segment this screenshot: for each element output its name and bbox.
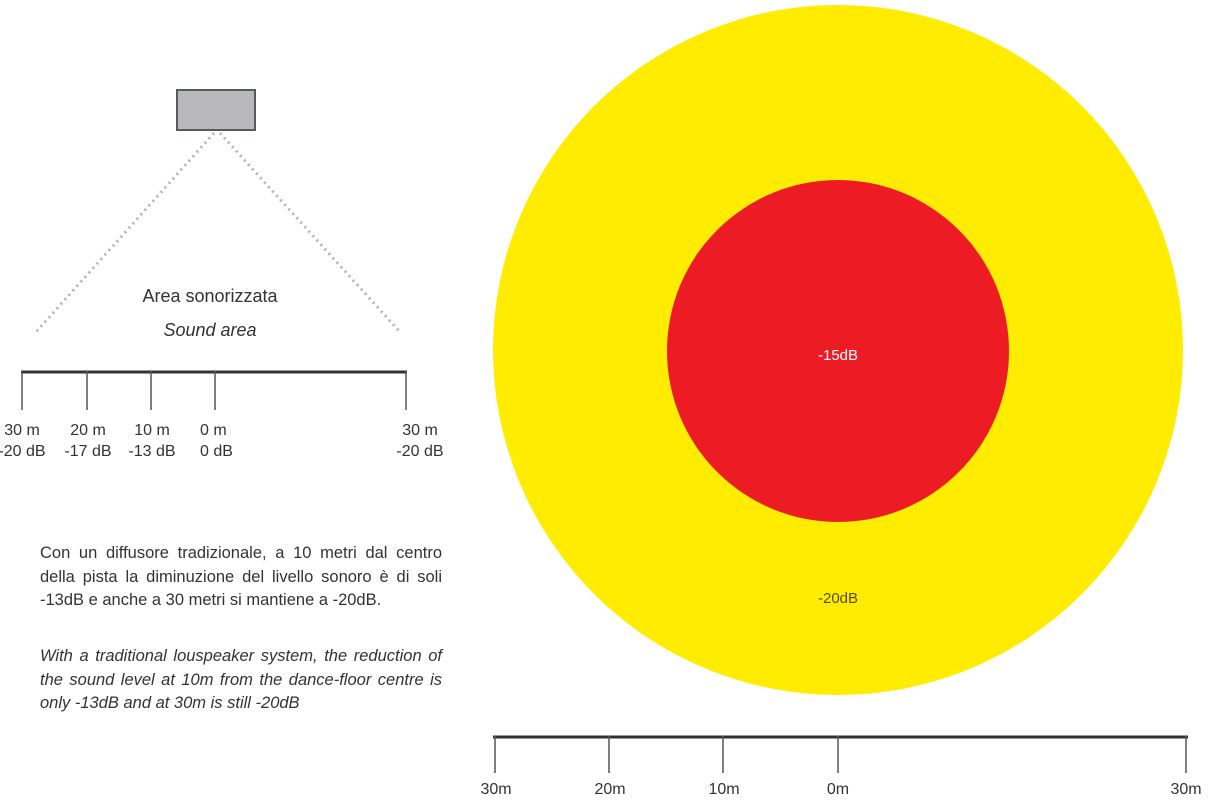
right-scale-label: 20m <box>594 781 626 798</box>
outer-zone-label: -20dB <box>817 590 859 607</box>
distance-label: 20 m <box>70 422 106 439</box>
loudspeaker-icon <box>176 89 256 131</box>
right-scale-label: 10m <box>708 781 740 798</box>
level-label: 0 dB <box>200 443 233 460</box>
area-label-it: Area sonorizzata <box>142 286 278 306</box>
left-scale-label: 10 m -13 dB <box>122 420 182 462</box>
description-it: Con un diffusore tradizionale, a 10 metr… <box>40 544 442 609</box>
left-scale-label: 0 m 0 dB <box>200 420 250 462</box>
inner-sound-zone <box>667 180 1009 522</box>
inner-zone-label: -15dB <box>817 347 859 364</box>
right-scale-label: 30m <box>1170 781 1202 798</box>
level-label: -13 dB <box>128 443 176 460</box>
right-scale-label: 30m <box>480 781 512 798</box>
coverage-line-right <box>218 131 402 334</box>
level-label: -20 dB <box>396 443 444 460</box>
level-label: -20 dB <box>0 443 46 460</box>
coverage-line-left <box>34 131 216 334</box>
right-scale-label: 0m <box>826 781 850 798</box>
distance-label: 0 m <box>200 422 227 439</box>
left-scale-label: 30 m -20 dB <box>390 420 450 462</box>
distance-label: 30 m <box>402 422 438 439</box>
left-scale-label: 20 m -17 dB <box>58 420 118 462</box>
area-label-en: Sound area <box>163 320 257 340</box>
distance-label: 30 m <box>4 422 40 439</box>
level-label: -17 dB <box>64 443 112 460</box>
left-scale-label: 30 m -20 dB <box>0 420 52 462</box>
description-en: With a traditional louspeaker system, th… <box>40 647 442 712</box>
distance-label: 10 m <box>134 422 170 439</box>
